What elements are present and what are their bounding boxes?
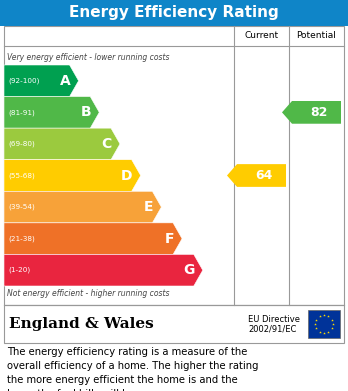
Polygon shape [4, 255, 203, 286]
Text: C: C [102, 137, 112, 151]
Text: F: F [165, 231, 174, 246]
Text: 82: 82 [310, 106, 327, 119]
Text: (39-54): (39-54) [8, 204, 35, 210]
Text: England & Wales: England & Wales [9, 317, 154, 331]
Text: EU Directive: EU Directive [248, 314, 300, 323]
Polygon shape [282, 101, 341, 124]
Text: 2002/91/EC: 2002/91/EC [248, 325, 296, 334]
Text: G: G [183, 263, 195, 277]
Polygon shape [4, 65, 79, 97]
Polygon shape [4, 160, 141, 191]
Text: (21-38): (21-38) [8, 235, 35, 242]
Text: D: D [121, 169, 133, 183]
Polygon shape [4, 97, 99, 128]
Text: A: A [60, 74, 71, 88]
Text: (92-100): (92-100) [8, 77, 39, 84]
Polygon shape [4, 191, 161, 223]
Text: Very energy efficient - lower running costs: Very energy efficient - lower running co… [7, 52, 169, 61]
Polygon shape [227, 164, 286, 187]
Bar [4, 26, 344, 305]
Bar [0, 0, 348, 26]
Text: (81-91): (81-91) [8, 109, 35, 116]
Text: E: E [144, 200, 153, 214]
Text: (1-20): (1-20) [8, 267, 30, 273]
Text: Current: Current [244, 32, 278, 41]
Text: Energy Efficiency Rating: Energy Efficiency Rating [69, 5, 279, 20]
Text: (69-80): (69-80) [8, 141, 35, 147]
Bar [308, 310, 340, 338]
Text: The energy efficiency rating is a measure of the
overall efficiency of a home. T: The energy efficiency rating is a measur… [7, 347, 259, 391]
Text: Potential: Potential [296, 32, 337, 41]
Bar [4, 305, 344, 343]
Text: (55-68): (55-68) [8, 172, 35, 179]
Text: 64: 64 [255, 169, 272, 182]
Text: Not energy efficient - higher running costs: Not energy efficient - higher running co… [7, 289, 169, 298]
Text: B: B [81, 105, 91, 119]
Polygon shape [4, 128, 120, 160]
Polygon shape [4, 223, 182, 255]
